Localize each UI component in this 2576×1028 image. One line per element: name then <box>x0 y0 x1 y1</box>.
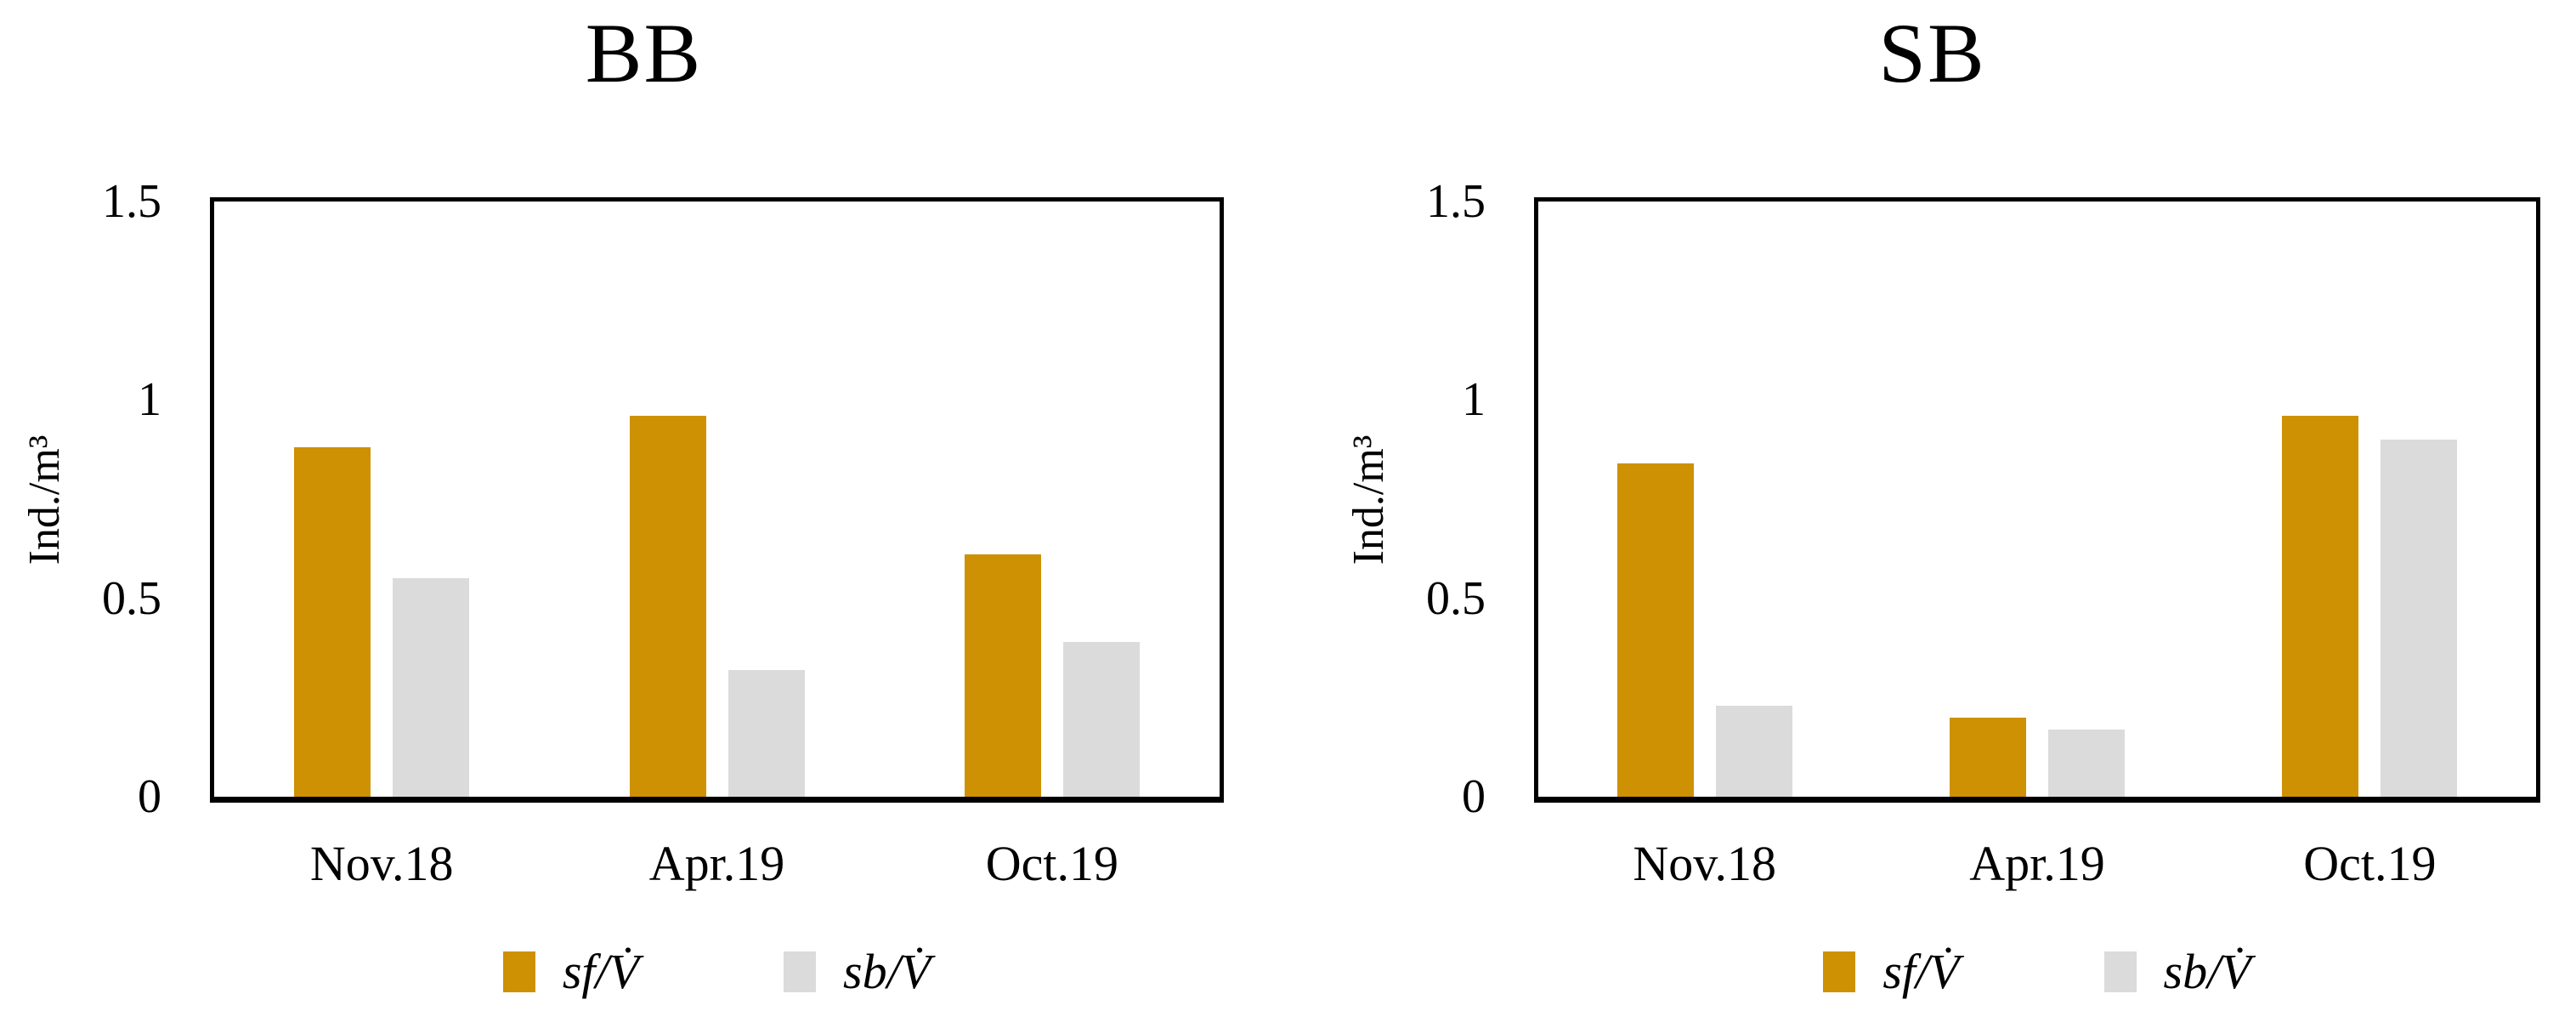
legend-label-sf: sf/V̇ <box>1882 944 1960 999</box>
y-tick-label: 1.5 <box>102 175 161 228</box>
bar-sf-nov18 <box>1616 463 1694 797</box>
legend-item-sf: sf/V̇ <box>502 944 640 999</box>
bar-sb-apr19 <box>2048 729 2125 797</box>
y-axis-label: Ind./m³ <box>1345 434 1393 565</box>
bar-sb-oct19 <box>2381 440 2458 797</box>
y-tick-label: 0.5 <box>1426 571 1486 625</box>
y-tick-label: 0.5 <box>102 571 161 625</box>
legend-item-sb: sb/V̇ <box>784 947 931 997</box>
bar-sf-oct19 <box>964 554 1041 797</box>
x-tick-label: Nov.18 <box>309 836 454 891</box>
x-tick-label: Apr.19 <box>648 836 785 891</box>
legend: sf/V̇ sb/V̇ <box>210 942 1224 1002</box>
bars <box>1538 202 2536 797</box>
y-tick-label: 1.5 <box>1426 175 1486 228</box>
bar-sf-apr19 <box>629 416 706 797</box>
legend-swatch-sb <box>2103 951 2137 992</box>
y-tick-label: 0 <box>138 770 161 823</box>
legend-swatch-sf <box>502 951 535 992</box>
chart-title: SB <box>1878 6 1986 100</box>
bar-sf-nov18 <box>294 447 371 797</box>
x-tick-label: Oct.19 <box>985 836 1118 891</box>
legend-label-sb: sb/V̇ <box>843 944 931 999</box>
chart-sb: SB Ind./m³ 0 0.5 1 1.5 Nov.18 Apr.19 Oct.19 s… <box>1288 0 2576 1028</box>
bar-sf-apr19 <box>1950 717 2026 797</box>
legend-label-sf: sf/V̇ <box>562 944 640 999</box>
plot-area <box>210 197 1224 803</box>
y-tick-label: 0 <box>1462 770 1486 823</box>
plot-area <box>1534 197 2540 803</box>
legend-item-sf: sf/V̇ <box>1823 944 1960 999</box>
bar-sf-oct19 <box>2282 416 2359 797</box>
legend-label-sb: sb/V̇ <box>2163 944 2251 999</box>
y-axis-label: Ind./m³ <box>20 434 69 565</box>
chart-title: BB <box>585 6 703 100</box>
bar-sb-nov18 <box>1715 705 1792 797</box>
legend: sf/V̇ sb/V̇ <box>1534 942 2540 1002</box>
bar-sb-oct19 <box>1062 642 1140 797</box>
x-tick-label: Oct.19 <box>2303 836 2437 891</box>
legend-swatch-sf <box>1823 951 1856 992</box>
bar-sb-apr19 <box>728 669 805 797</box>
y-tick-label: 1 <box>138 373 161 427</box>
legend-item-sb: sb/V̇ <box>2103 944 2251 999</box>
legend-swatch-sb <box>784 951 817 992</box>
y-tick-label: 1 <box>1462 373 1486 427</box>
x-tick-label: Apr.19 <box>1969 836 2105 891</box>
x-tick-label: Nov.18 <box>1633 836 1776 891</box>
bar-sb-nov18 <box>393 578 470 797</box>
bars <box>214 202 1220 797</box>
chart-bb: BB Ind./m³ 0 0.5 1 1.5 Nov.18 Apr.19 Oct.19 s… <box>20 6 1224 1002</box>
